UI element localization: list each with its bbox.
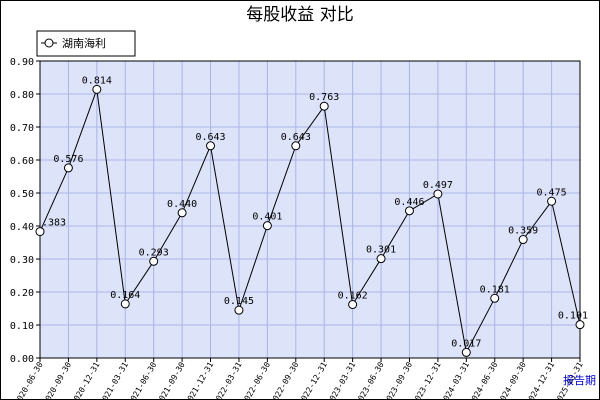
y-tick-label: 0.80 [10,90,34,101]
data-label: 0.643 [281,132,311,143]
data-label: 0.643 [195,132,225,143]
data-label: 0.763 [309,92,339,103]
y-tick-label: 0.70 [10,123,34,134]
x-tick-label: 2020-06-30 [13,360,45,400]
y-tick-label: 0.50 [10,189,34,200]
data-point [575,320,585,330]
y-tick-label: 0.10 [10,321,34,332]
data-point [262,221,272,231]
legend-marker-icon [44,38,54,48]
x-tick-label: 2024-06-30 [468,360,500,400]
x-tick-label: 2021-09-30 [155,360,187,400]
data-label: 0.446 [394,197,424,208]
data-label: 0.164 [110,290,140,301]
y-tick-label: 0.20 [10,288,34,299]
data-point [404,206,414,216]
data-label: 0.145 [224,296,254,307]
x-tick-label: 2024-12-31 [524,360,556,400]
x-tick-label: 2021-06-30 [127,360,159,400]
x-tick-label: 2020-09-30 [41,360,73,400]
data-point [319,101,329,111]
x-tick-label: 2023-03-31 [325,360,357,400]
x-tick-label: 2022-12-31 [297,360,329,400]
data-label: 0.359 [508,226,538,237]
data-point [490,293,500,303]
data-point [547,196,557,206]
data-point [461,347,471,357]
data-point [518,235,528,245]
data-label: 0.814 [82,75,112,86]
data-point [149,256,159,266]
data-point [63,163,73,173]
data-point [291,141,301,151]
data-point [92,84,102,94]
data-label: 0.497 [423,180,453,191]
x-tick-label: 2022-06-30 [240,360,272,400]
data-point [35,227,45,237]
data-point [348,300,358,310]
series-line [39,89,581,354]
grid-lines [40,61,580,358]
data-labels: .383 0.576 0.814 0.164 0.293 0.440 0.643 0.145 0… [42,75,588,349]
y-tick-label: 0.30 [10,255,34,266]
plot-area [40,61,580,358]
y-tick-label: 0.60 [10,156,34,167]
series-line-layer [35,84,585,357]
x-tick-label: 2024-09-30 [496,360,528,400]
data-label: 0.181 [480,284,510,295]
data-label: 0.475 [537,187,567,198]
plot-border [39,60,581,359]
x-tick-label: 2024-03-31 [439,360,471,400]
x-tick-label: 2022-03-31 [212,360,244,400]
x-tick-label: 2023-09-30 [382,360,414,400]
data-point [234,305,244,315]
y-tick-label: 0.90 [10,57,34,68]
x-tick-label: 2023-06-30 [354,360,386,400]
legend-entry-label: 湖南海利 [62,36,106,50]
legend: 湖南海利 [36,30,136,57]
data-point [177,208,187,218]
data-point [120,299,130,309]
y-tick-label: 0.40 [10,222,34,233]
x-axis-label: 报告期 [563,373,596,387]
data-label: 0.101 [558,311,588,322]
data-label: 0.401 [252,212,282,223]
x-tick-label: 2021-12-31 [183,360,215,400]
data-point [433,189,443,199]
data-point [206,141,216,151]
data-label: 0.017 [451,338,481,349]
x-tick-label: 2022-09-30 [269,360,301,400]
chart-title: 每股收益 对比 [246,5,353,25]
y-tick-label: 0.00 [10,354,34,365]
data-label: 0.440 [167,199,197,210]
data-label: 0.301 [366,245,396,256]
x-tick-label: 2021-03-31 [98,360,130,400]
data-label: 0.576 [53,154,83,165]
x-tick-label: 2020-12-31 [70,360,102,400]
data-label: .383 [42,218,66,229]
data-point [376,254,386,264]
legend-box [36,30,136,57]
data-label: 0.293 [139,247,169,258]
data-label: 0.162 [338,291,368,302]
x-tick-label: 2023-12-31 [411,360,443,400]
